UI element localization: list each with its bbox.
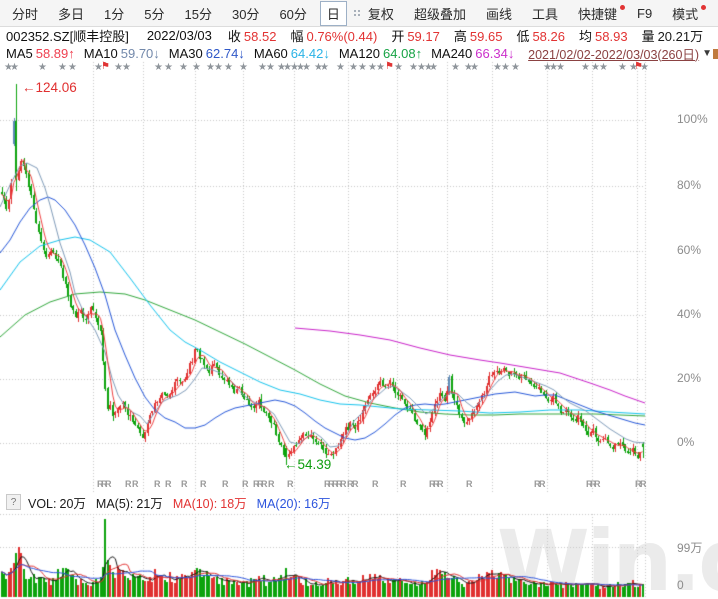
help-icon[interactable]: ?	[6, 494, 21, 510]
vol-field-label: MA(5):	[95, 496, 134, 511]
vol-field-MA20: MA(20): 16万	[257, 497, 331, 511]
vol-field-VOL: VOL: 20万	[28, 497, 86, 511]
volume-pane-header: ? VOL: 20万 MA(5): 21万 MA(10): 18万 MA(20): 16万	[6, 493, 341, 512]
volume-ma-fields: VOL: 20万 MA(5): 21万 MA(10): 18万 MA(20): 16万	[28, 493, 341, 512]
vol-field-label: VOL:	[28, 496, 57, 511]
vol-field-value: 18万	[220, 496, 247, 511]
vol-field-label: MA(10):	[172, 496, 218, 511]
vol-field-value: 20万	[59, 496, 86, 511]
vol-field-label: MA(20):	[256, 496, 302, 511]
vol-field-MA5: MA(5): 21万	[96, 497, 163, 511]
vol-field-value: 16万	[304, 496, 331, 511]
vol-field-MA10: MA(10): 18万	[173, 497, 247, 511]
vol-field-value: 21万	[136, 496, 163, 511]
